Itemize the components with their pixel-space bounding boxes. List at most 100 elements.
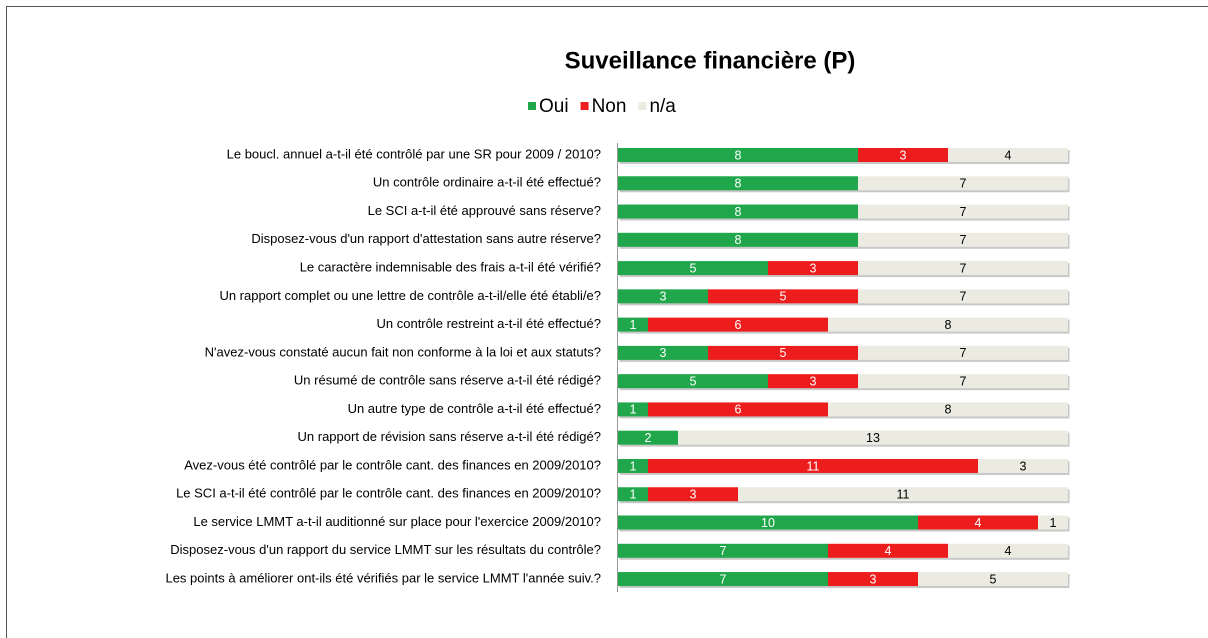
bar-segment: [618, 204, 858, 219]
bar-segment: [738, 487, 1068, 502]
data-label: 5: [780, 290, 787, 304]
bar-segment: [648, 487, 738, 502]
bar-segment: [618, 487, 648, 502]
bar-segment: [618, 261, 768, 276]
bar-segment: [618, 543, 828, 558]
category-label: Le SCI a-t-il été approuvé sans réserve?: [368, 203, 601, 218]
category-label: Un rapport complet ou une lettre de cont…: [219, 288, 601, 303]
bar-segment: [618, 345, 708, 360]
category-label: Le caractère indemnisable des frais a-t-…: [300, 260, 601, 275]
legend-label: n/a: [649, 96, 676, 117]
bar-segment: [858, 289, 1068, 304]
data-label: 3: [1020, 459, 1027, 473]
data-label: 4: [885, 544, 892, 558]
data-label: 8: [735, 205, 742, 219]
category-label: Un autre type de contrôle a-t-il été eff…: [348, 401, 601, 416]
data-label: 3: [660, 290, 667, 304]
bar-segment: [618, 289, 708, 304]
data-label: 7: [720, 572, 727, 586]
bar-segment: [618, 515, 918, 530]
bar-segment: [1038, 515, 1068, 530]
data-label: 4: [1005, 544, 1012, 558]
bar-segment: [858, 232, 1068, 247]
bar-segment: [768, 261, 858, 276]
bar-segment: [708, 289, 858, 304]
data-label: 1: [630, 318, 637, 332]
bar-segment: [948, 148, 1068, 162]
bar-segment: [828, 317, 1068, 332]
data-label: 3: [870, 572, 877, 586]
legend-label: Oui: [539, 96, 569, 117]
data-label: 4: [1005, 148, 1012, 162]
bar-segment: [618, 374, 768, 389]
bar-segment: [618, 430, 678, 445]
bar-segment: [618, 148, 858, 162]
data-label: 13: [866, 431, 880, 445]
data-label: 11: [897, 488, 910, 502]
bar-segment: [678, 430, 1068, 445]
bar-segment: [858, 176, 1068, 191]
data-label: 3: [810, 261, 817, 275]
category-label: Le boucl. annuel a-t-il été contrôlé par…: [227, 146, 601, 161]
data-label: 3: [690, 488, 697, 502]
bar-segment: [618, 232, 858, 247]
data-label: 4: [975, 516, 982, 530]
bar-segment: [768, 374, 858, 389]
legend-swatch: [528, 102, 536, 110]
bar-segment: [858, 374, 1068, 389]
category-label: N'avez-vous constaté aucun fait non conf…: [205, 344, 601, 359]
data-label: 7: [960, 346, 967, 360]
category-label: Les points à améliorer ont-ils été vérif…: [165, 570, 601, 585]
bar-segment: [618, 176, 858, 191]
data-label: 3: [900, 148, 907, 162]
data-label: 5: [690, 261, 697, 275]
data-label: 8: [735, 148, 742, 162]
data-label: 10: [761, 516, 775, 530]
data-label: 8: [945, 403, 952, 417]
bar-segment: [858, 345, 1068, 360]
data-label: 6: [735, 403, 742, 417]
bar-segment: [948, 543, 1068, 558]
data-label: 7: [960, 205, 967, 219]
category-label: Un contrôle restreint a-t-il été effectu…: [377, 316, 602, 331]
legend-swatch: [638, 102, 647, 110]
data-label: 5: [780, 346, 787, 360]
category-label: Un rapport de révision sans réserve a-t-…: [298, 429, 601, 444]
bar-segment: [618, 458, 648, 473]
data-label: 8: [945, 318, 952, 332]
category-label: Un résumé de contrôle sans réserve a-t-i…: [294, 373, 601, 388]
bar-segment: [978, 458, 1068, 473]
bar-segment: [648, 458, 978, 473]
data-label: 7: [960, 177, 967, 191]
data-label: 1: [630, 403, 637, 417]
category-label: Le service LMMT a-t-il auditionné sur pl…: [193, 514, 601, 529]
data-label: 2: [645, 431, 652, 445]
category-label: Un contrôle ordinaire a-t-il été effectu…: [373, 175, 601, 190]
data-label: 7: [960, 233, 967, 247]
bar-segment: [708, 345, 858, 360]
data-label: 1: [630, 488, 637, 502]
bar-segment: [618, 317, 648, 332]
bar-segment: [648, 317, 828, 332]
data-label: 8: [735, 233, 742, 247]
data-label: 3: [810, 374, 817, 388]
data-label: 3: [660, 346, 667, 360]
chart-title: Suveillance financière (P): [565, 47, 856, 74]
data-label: 11: [807, 459, 820, 473]
data-label: 1: [1050, 516, 1057, 530]
bar-segment: [918, 515, 1038, 530]
bar-segment: [648, 402, 828, 417]
data-label: 7: [960, 374, 967, 388]
category-label: Avez-vous été contrôlé par le contrôle c…: [184, 457, 601, 472]
category-label: Le SCI a-t-il été contrôlé par le contrô…: [176, 486, 601, 501]
bar-segment: [828, 402, 1068, 417]
data-label: 5: [690, 374, 697, 388]
data-label: 8: [735, 177, 742, 191]
data-label: 5: [990, 572, 997, 586]
category-label: Disposez-vous d'un rapport du service LM…: [170, 542, 601, 557]
legend-label: Non: [592, 96, 627, 117]
bar-segment: [618, 572, 828, 587]
bar-segment: [828, 543, 948, 558]
legend-swatch: [580, 102, 589, 110]
